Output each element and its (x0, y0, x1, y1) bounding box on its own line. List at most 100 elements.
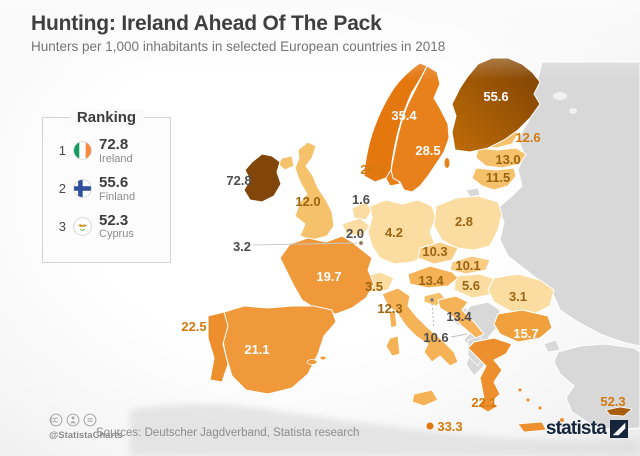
lake (569, 108, 577, 114)
country-malta (426, 422, 434, 430)
country-italy (381, 287, 459, 367)
island-rhodes (560, 418, 564, 422)
country-kaliningrad (465, 187, 481, 198)
map-label-luxembourg: 3.2 (233, 239, 251, 254)
island-crete (517, 421, 547, 433)
island-sardinia (385, 335, 401, 357)
cyprus-flag-icon (73, 217, 92, 236)
map-label-uk: 12.0 (295, 194, 320, 209)
statista-logo-icon (610, 420, 628, 438)
leader-luxembourg (252, 242, 358, 246)
map-label-hungary: 5.6 (462, 278, 480, 293)
cc-icon (49, 413, 63, 427)
ranking-panel: Ranking 1 72.8 Ireland 2 (42, 109, 171, 263)
map-label-estonia: 12.6 (515, 130, 540, 145)
header: Hunting: Ireland Ahead Of The Pack Hunte… (31, 12, 445, 54)
page-subtitle: Hunters per 1,000 inhabitants in selecte… (31, 39, 446, 55)
map-label-czech: 10.3 (422, 244, 447, 259)
map-label-bulgaria: 15.7 (513, 326, 538, 341)
country-belgium (341, 217, 371, 237)
island-aegean (518, 388, 522, 392)
rank-number: 1 (58, 143, 66, 159)
country-bulgaria (493, 309, 553, 343)
country-portugal (207, 311, 229, 383)
map-label-croatia: 13.4 (446, 309, 472, 324)
map-label-latvia: 13.0 (495, 152, 520, 167)
rank-number: 2 (58, 181, 66, 197)
cc-license-icons (49, 413, 97, 427)
rank-country: Cyprus (99, 228, 134, 241)
map-label-italy: 12.3 (377, 301, 402, 316)
country-lithuania (471, 167, 517, 191)
map-label-portugal: 22.5 (181, 319, 206, 334)
rank-value: 52.3 (99, 211, 129, 229)
country-spain (221, 305, 337, 395)
island-gotland (444, 158, 450, 168)
map-label-ireland: 72.8 (226, 173, 251, 188)
country-ireland (243, 153, 282, 203)
country-sweden (390, 65, 450, 193)
rank-number: 3 (58, 219, 66, 235)
lake (553, 92, 567, 100)
coast-shadow (130, 404, 640, 456)
statista-wordmark: statista (545, 418, 607, 439)
cc-attribution-icon (66, 413, 80, 427)
ranking-row-cyprus: 3 52.3 Cyprus (56, 211, 170, 241)
rank-country: Ireland (99, 152, 133, 165)
map-label-austria: 13.4 (418, 273, 444, 288)
map-label-romania: 3.1 (509, 289, 527, 304)
island-aegean (526, 398, 530, 402)
statista-logo[interactable]: statista (546, 418, 628, 440)
ranking-row-finland: 2 55.6 Finland (56, 175, 170, 203)
rank-value: 55.6 (99, 173, 129, 191)
map-label-sweden: 28.5 (415, 143, 440, 158)
country-greece (467, 337, 513, 413)
country-austria (407, 265, 459, 289)
island-balearic (319, 355, 327, 361)
country-slovakia (449, 255, 491, 275)
map-label-denmark: 28.3 (360, 162, 385, 177)
country-latvia (475, 147, 527, 169)
region-northern-ireland (277, 155, 295, 171)
page-title: Hunting: Ireland Ahead Of The Pack (31, 12, 382, 35)
map-label-belgium: 2.0 (346, 226, 364, 241)
island-balearic (306, 359, 318, 365)
map-label-netherlands: 1.6 (352, 192, 370, 207)
map-label-finland: 55.6 (483, 89, 508, 104)
map-label-switzerland: 3.5 (365, 279, 383, 294)
island-aegean (538, 406, 542, 410)
country-france (279, 235, 375, 315)
country-poland (433, 195, 503, 251)
country-czech-republic (417, 241, 459, 265)
map-label-malta: 33.3 (437, 419, 462, 434)
map-label-spain: 21.1 (244, 342, 269, 357)
map-label-greece: 22.1 (471, 395, 496, 410)
map-label-slovenia: 10.6 (423, 330, 448, 345)
island-corsica (388, 309, 398, 329)
map-label-slovakia: 10.1 (455, 258, 480, 273)
footer: @StatistaCharts Sources: Deutscher Jagdv… (0, 410, 640, 456)
marker-slovenia (430, 298, 434, 302)
statista-charts-handle: @StatistaCharts (49, 430, 123, 441)
rank-country: Finland (99, 190, 136, 203)
country-turkey-thrace (543, 339, 561, 353)
island-sicily (411, 389, 439, 407)
map-label-lithuania: 11.5 (486, 170, 511, 185)
cc-equal-icon (83, 413, 97, 427)
map-label-norway: 35.4 (391, 108, 417, 123)
country-romania (487, 273, 555, 315)
country-croatia (437, 295, 485, 339)
country-cyprus (605, 406, 633, 417)
rank-value: 72.8 (99, 136, 129, 153)
country-united-kingdom (294, 141, 335, 241)
sources-note: Sources: Deutscher Jagdverband, Statista… (96, 427, 360, 439)
map-label-poland: 2.8 (455, 214, 473, 229)
country-netherlands (351, 201, 373, 221)
map-label-germany: 4.2 (385, 225, 403, 240)
map-label-cyprus: 52.3 (600, 394, 625, 409)
leader-slovenia (431, 303, 435, 329)
ireland-flag-icon (73, 141, 92, 161)
leader-croatia (450, 333, 468, 338)
